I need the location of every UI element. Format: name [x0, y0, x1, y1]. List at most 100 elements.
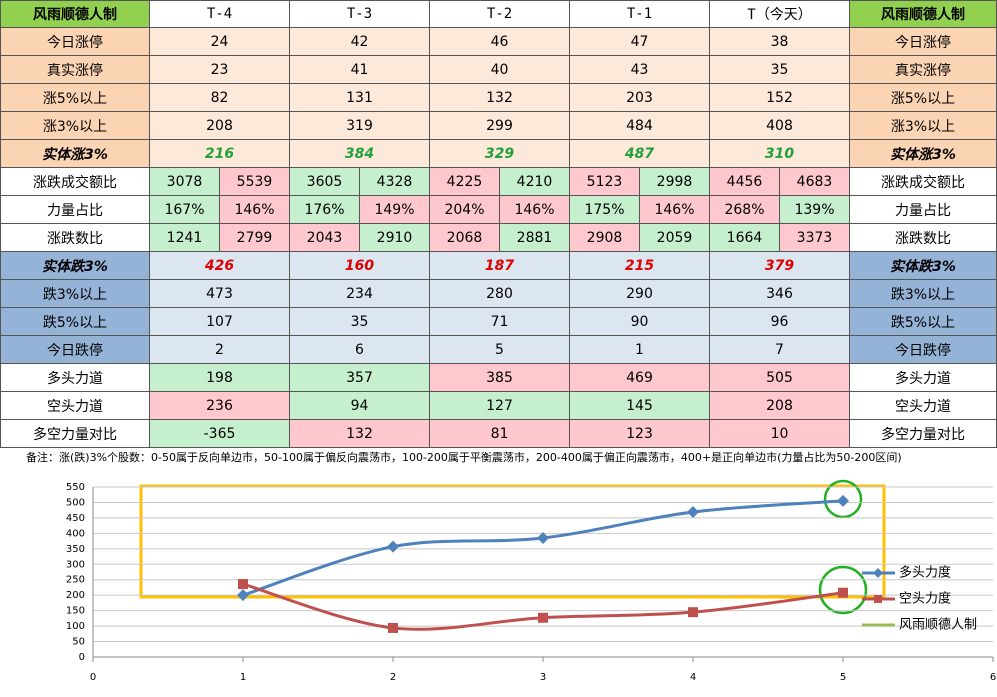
table-cell: 469: [570, 364, 710, 392]
table-cell: 2043: [290, 224, 360, 252]
table-cell: 484: [570, 112, 710, 140]
table-cell: 5: [430, 336, 570, 364]
table-cell: 107: [150, 308, 290, 336]
table-cell: 2910: [360, 224, 430, 252]
row-label: 多头力道: [0, 364, 150, 392]
table-cell: 146%: [220, 196, 290, 224]
table-cell: 187: [430, 252, 570, 280]
table-cell: 149%: [360, 196, 430, 224]
row-label: 今日跌停: [850, 336, 997, 364]
table-cell: 426: [150, 252, 290, 280]
table-cell: 2998: [640, 168, 710, 196]
row-label: 涨跌数比: [850, 224, 997, 252]
table-cell: 1241: [150, 224, 220, 252]
highlight-circle: [823, 479, 863, 519]
table-cell: 2881: [500, 224, 570, 252]
table-cell: -365: [150, 420, 290, 448]
y-tick-label: 450: [66, 513, 85, 524]
legend-marker: [873, 568, 883, 578]
table-cell: 280: [430, 280, 570, 308]
row-label: 跌5%以上: [0, 308, 150, 336]
header-cell: T-3: [290, 0, 430, 28]
y-tick-label: 200: [66, 590, 85, 601]
row-label: 涨跌数比: [0, 224, 150, 252]
table-cell: 81: [430, 420, 570, 448]
table-cell: 216: [150, 140, 290, 168]
table-cell: 40: [430, 56, 570, 84]
table-cell: 24: [150, 28, 290, 56]
y-tick-label: 100: [66, 621, 85, 632]
marker: [688, 607, 698, 618]
table-cell: 82: [150, 84, 290, 112]
row-label: 跌5%以上: [850, 308, 997, 336]
legend-marker: [874, 595, 882, 603]
header-cell: T（今天）: [710, 0, 850, 28]
table-cell: 146%: [500, 196, 570, 224]
table-cell: 310: [710, 140, 850, 168]
row-label: 多空力量对比: [0, 420, 150, 448]
table-cell: 2908: [570, 224, 640, 252]
legend-label: 空头力度: [899, 591, 951, 607]
table-cell: 208: [710, 392, 850, 420]
table-cell: 4210: [500, 168, 570, 196]
row-label: 真实涨停: [850, 56, 997, 84]
row-label: 实体跌3%: [850, 252, 997, 280]
legend-label: 风雨顺德人制: [899, 618, 977, 633]
table-cell: 3373: [780, 224, 850, 252]
y-tick-label: 0: [79, 652, 85, 663]
y-tick-label: 50: [72, 637, 85, 648]
table-cell: 127: [430, 392, 570, 420]
table-cell: 329: [430, 140, 570, 168]
table-cell: 1664: [710, 224, 780, 252]
table-cell: 175%: [570, 196, 640, 224]
row-label: 涨5%以上: [0, 84, 150, 112]
table-cell: 1: [570, 336, 710, 364]
table-cell: 38: [710, 28, 850, 56]
table-cell: 23: [150, 56, 290, 84]
row-label: 力量占比: [850, 196, 997, 224]
table-cell: 35: [710, 56, 850, 84]
table-cell: 167%: [150, 196, 220, 224]
row-label: 涨5%以上: [850, 84, 997, 112]
table-cell: 4456: [710, 168, 780, 196]
table-cell: 357: [290, 364, 430, 392]
table-cell: 47: [570, 28, 710, 56]
table-cell: 236: [150, 392, 290, 420]
table-cell: 132: [430, 84, 570, 112]
table-cell: 505: [710, 364, 850, 392]
table-cell: 42: [290, 28, 430, 56]
table-cell: 123: [570, 420, 710, 448]
table-cell: 94: [290, 392, 430, 420]
table-cell: 2068: [430, 224, 500, 252]
table-cell: 5539: [220, 168, 290, 196]
table-cell: 4225: [430, 168, 500, 196]
header-cell: T-4: [150, 0, 290, 28]
table-cell: 132: [290, 420, 430, 448]
table-cell: 46: [430, 28, 570, 56]
series-line: [242, 499, 844, 597]
table-cell: 176%: [290, 196, 360, 224]
row-label: 今日涨停: [0, 28, 150, 56]
marker: [388, 622, 398, 633]
table-cell: 290: [570, 280, 710, 308]
x-tick-label: 0: [90, 672, 96, 683]
table-cell: 43: [570, 56, 710, 84]
y-tick-label: 550: [66, 482, 85, 493]
chart: 0 50 100 150 200 250 300 350 400 450 500 550 0 1 2 3 4 5 6…: [66, 479, 996, 683]
table-cell: 208: [150, 112, 290, 140]
x-tick-label: 6: [990, 672, 996, 683]
y-tick-label: 350: [66, 544, 85, 555]
marker: [537, 532, 549, 544]
table-cell: 203: [570, 84, 710, 112]
table-cell: 145: [570, 392, 710, 420]
table-cell: 139%: [780, 196, 850, 224]
header-cell: T-1: [570, 0, 710, 28]
marker: [837, 494, 849, 507]
row-label: 涨跌成交额比: [0, 168, 150, 196]
table-cell: 160: [290, 252, 430, 280]
table-cell: 2799: [220, 224, 290, 252]
table-cell: 152: [710, 84, 850, 112]
row-label: 真实涨停: [0, 56, 150, 84]
row-label: 实体跌3%: [0, 252, 150, 280]
table-cell: 6: [290, 336, 430, 364]
